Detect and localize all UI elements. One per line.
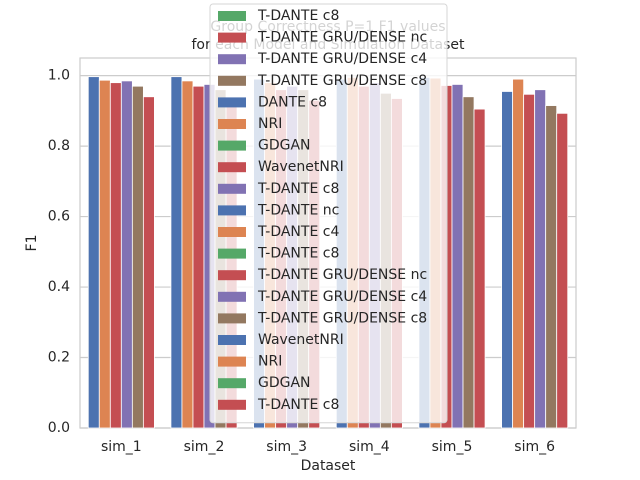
legend-swatch	[218, 248, 246, 259]
legend-label: NRI	[258, 116, 282, 132]
legend-label: T-DANTE GRU/DENSE c8	[257, 310, 427, 326]
y-axis-label: F1	[24, 235, 40, 252]
bar	[523, 93, 536, 429]
x-tick-label: sim_4	[349, 439, 390, 455]
bar	[142, 96, 155, 429]
legend-label: T-DANTE c8	[257, 246, 339, 262]
bar	[534, 89, 547, 429]
legend-label: T-DANTE nc	[257, 202, 339, 218]
legend-swatch	[218, 75, 246, 86]
x-tick-label: sim_6	[514, 439, 555, 455]
y-tick-label: 1.0	[48, 68, 70, 84]
y-tick-label: 0.0	[48, 420, 70, 436]
legend-label: T-DANTE GRU/DENSE nc	[257, 30, 427, 46]
legend-swatch	[218, 140, 246, 151]
bar	[109, 82, 122, 429]
legend-label: T-DANTE c4	[257, 224, 339, 240]
legend-swatch	[218, 183, 246, 194]
bar	[181, 80, 194, 429]
bar	[556, 112, 569, 429]
legend-label: T-DANTE c8	[257, 397, 339, 413]
legend-label: WavenetNRI	[258, 159, 344, 175]
legend-label: GDGAN	[258, 138, 311, 154]
bar	[120, 80, 133, 429]
legend-box	[209, 3, 448, 424]
bar	[462, 96, 475, 429]
bar	[473, 108, 486, 429]
x-tick-label: sim_1	[101, 439, 142, 455]
x-tick-label: sim_3	[266, 439, 307, 455]
legend-swatch	[218, 313, 246, 324]
legend-swatch	[218, 270, 246, 281]
legend-swatch	[218, 11, 246, 21]
legend-swatch	[218, 291, 246, 302]
legend-label: NRI	[258, 354, 282, 370]
bar	[512, 78, 525, 429]
y-tick-label: 0.8	[48, 138, 70, 154]
legend-swatch	[218, 54, 246, 65]
legend-swatch	[218, 119, 246, 129]
bar	[501, 91, 514, 429]
legend-swatch	[218, 378, 246, 389]
bar	[131, 85, 144, 429]
bar	[192, 85, 205, 429]
legend-label: DANTE c8	[258, 94, 327, 110]
legend-swatch	[218, 162, 246, 173]
legend-label: T-DANTE c8	[257, 181, 339, 197]
y-tick-label: 0.2	[48, 350, 70, 366]
y-tick-label: 0.4	[48, 279, 70, 295]
x-axis-label: Dataset	[301, 458, 356, 474]
bar	[545, 105, 558, 429]
legend-label: T-DANTE GRU/DENSE c8	[257, 73, 427, 89]
y-tick-label: 0.6	[48, 209, 70, 225]
x-tick-label: sim_5	[432, 439, 473, 455]
legend-swatch	[218, 335, 246, 345]
legend-swatch	[218, 32, 246, 43]
legend-label: T-DANTE GRU/DENSE c4	[257, 51, 427, 67]
bar	[87, 76, 100, 429]
legend-swatch	[218, 356, 246, 367]
legend-label: GDGAN	[258, 375, 311, 391]
legend-swatch	[218, 97, 246, 108]
bar	[170, 76, 183, 429]
legend-swatch	[218, 205, 246, 216]
bar	[451, 84, 464, 429]
legend-label: WavenetNRI	[258, 332, 344, 348]
x-tick-label: sim_2	[184, 439, 225, 455]
legend-label: T-DANTE GRU/DENSE nc	[257, 267, 427, 283]
bar	[98, 79, 111, 429]
legend-label: T-DANTE GRU/DENSE c4	[257, 289, 427, 305]
legend-label: T-DANTE c8	[257, 8, 339, 24]
legend-swatch	[218, 227, 246, 237]
legend-swatch	[218, 399, 246, 410]
